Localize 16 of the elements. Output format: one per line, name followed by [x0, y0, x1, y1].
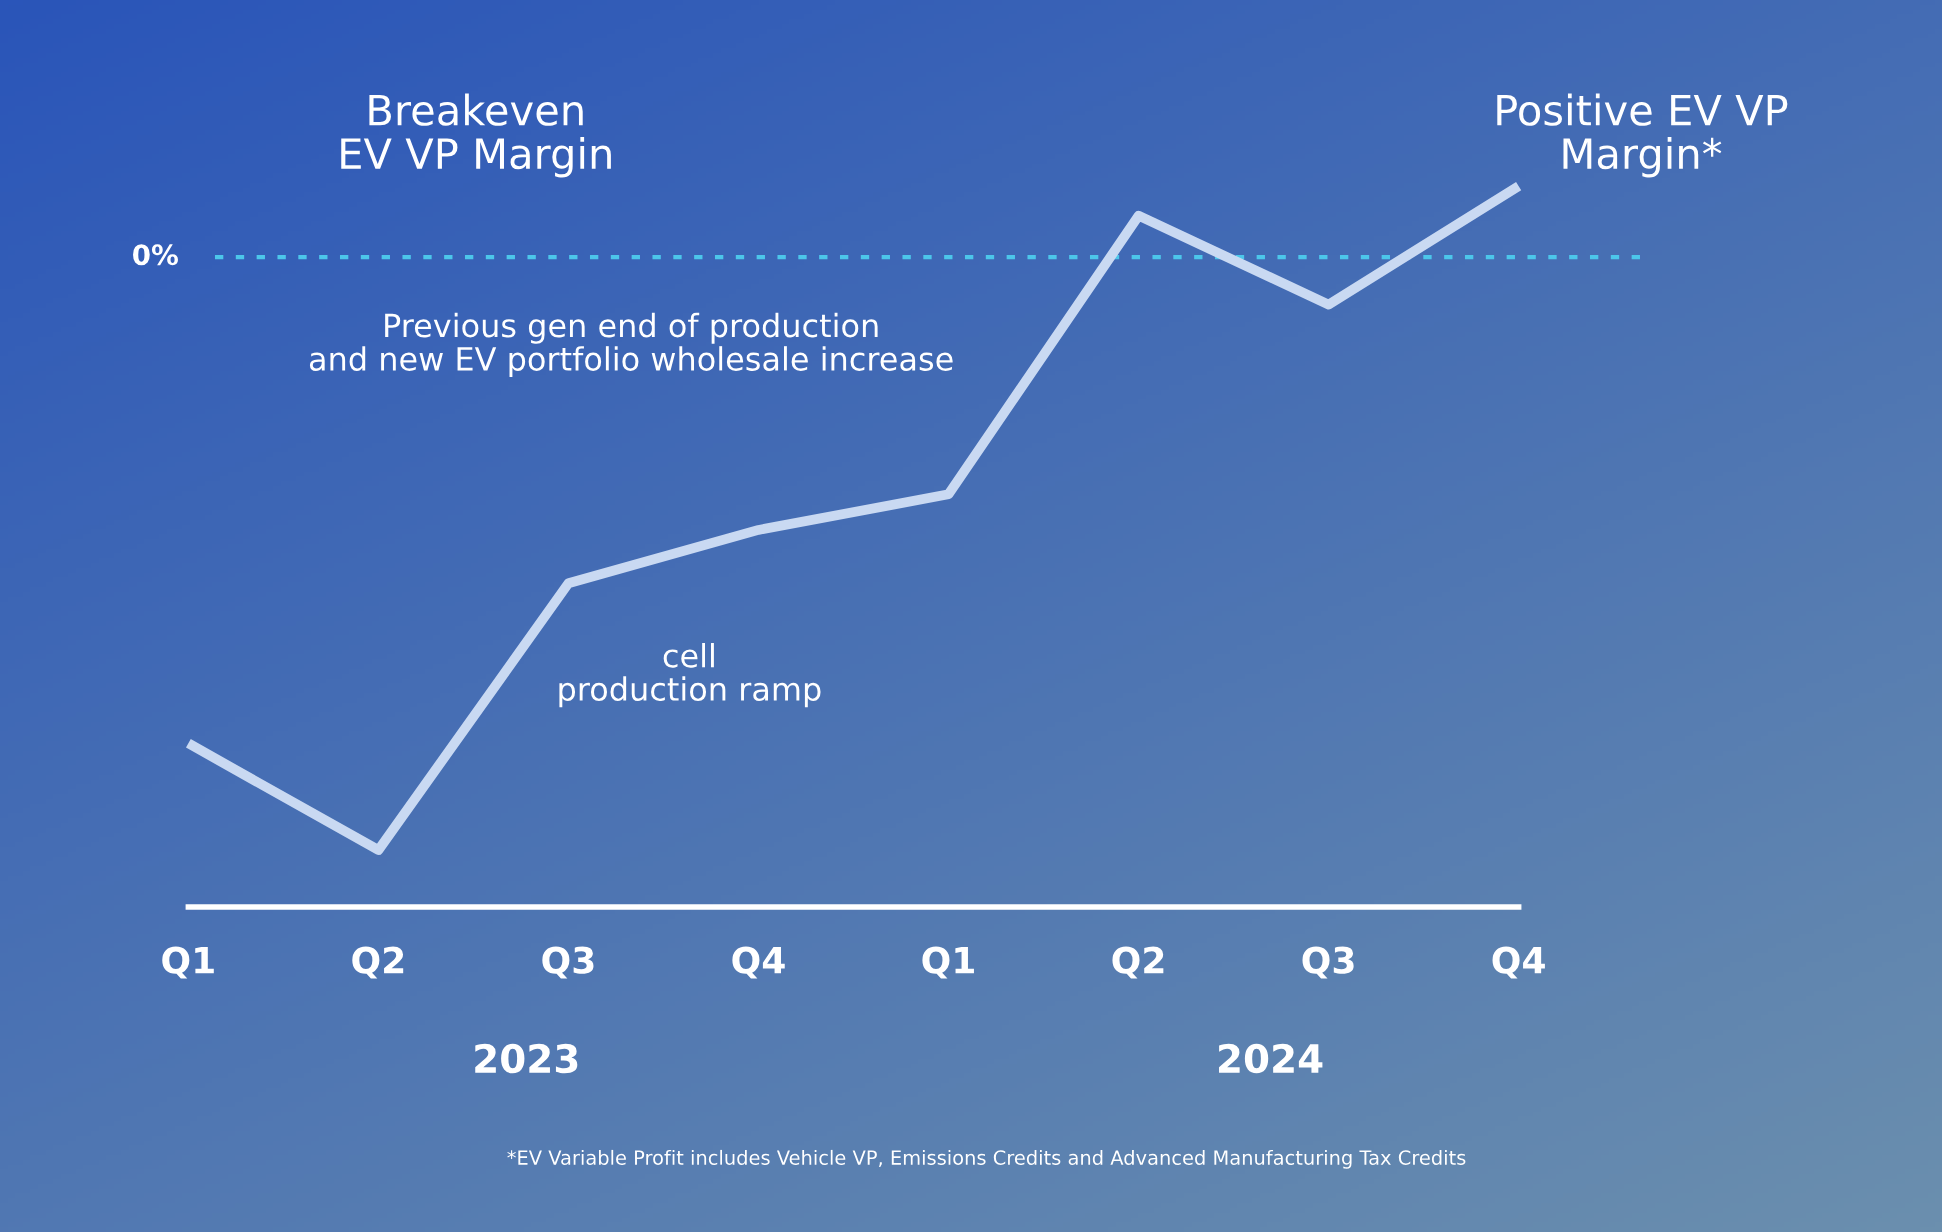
ref-line-label: 0% [133, 244, 178, 266]
x-tick-label: Q4 [1492, 946, 1545, 979]
x-tick-label: Q2 [352, 946, 404, 979]
x-tick-label: Q3 [542, 946, 594, 979]
x-tick-label: Q4 [732, 946, 785, 979]
text: 2023 [475, 1043, 578, 1074]
x-tick-label: Q3 [1302, 946, 1354, 979]
text: Positive EV VP Margin* [1497, 93, 1788, 178]
x-tick-label: Q1 [922, 946, 974, 979]
x-tick-label: Q1 [162, 946, 214, 979]
annotation: cell production ramp [559, 643, 821, 708]
text: 2024 [1219, 1043, 1323, 1074]
x-tick-label: Q2 [1112, 946, 1164, 979]
annotation: Previous gen end of production and new EV portfolio wholesale increase [309, 312, 953, 378]
text: *EV Variable Profit includes Vehicle VP, Emissions Credits and Advanced Manufacturing Tax Credits [507, 1149, 1466, 1169]
text: Breakeven EV VP Margin [341, 93, 611, 178]
